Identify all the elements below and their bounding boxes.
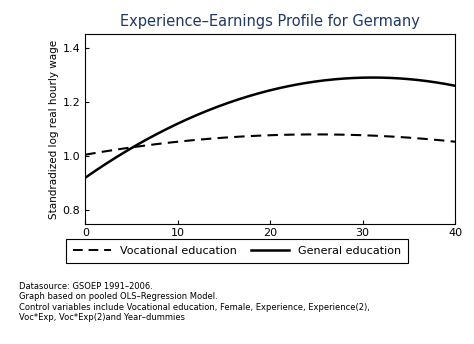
Legend: Vocational education, General education: Vocational education, General education <box>66 239 408 263</box>
Text: Datasource: GSOEP 1991–2006.
Graph based on pooled OLS–Regression Model.
Control: Datasource: GSOEP 1991–2006. Graph based… <box>19 282 370 322</box>
Title: Experience–Earnings Profile for Germany: Experience–Earnings Profile for Germany <box>120 14 420 29</box>
Y-axis label: Standradized log real hourly wage: Standradized log real hourly wage <box>48 40 59 218</box>
X-axis label: Experience: Experience <box>235 244 305 257</box>
